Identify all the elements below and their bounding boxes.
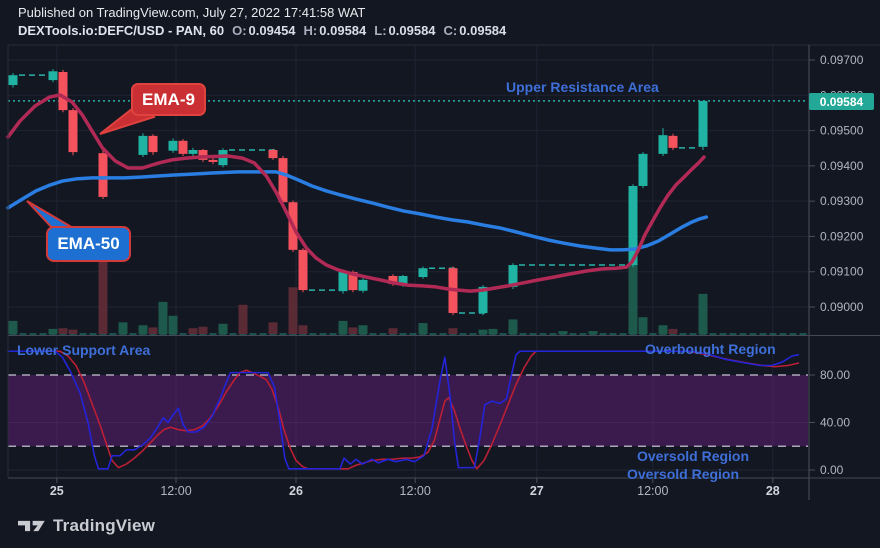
oversold-label-1[interactable]: Oversold Region [637, 448, 750, 464]
stoch-tick-label: 40.00 [820, 416, 850, 430]
symbol-title: DEXTools.io:DEFC/USD - PAN, 60 [18, 23, 225, 39]
symbol-line: DEXTools.io:DEFC/USD - PAN, 60 O: 0.09454 H… [18, 23, 506, 39]
stoch-tick-label: 80.00 [820, 368, 850, 382]
stochastic-d-line[interactable] [7, 350, 800, 470]
stoch-tick-label: 0.00 [820, 463, 844, 477]
ema9-callout[interactable]: EMA-9 [131, 83, 206, 116]
time-tick-label: 12:00 [637, 484, 668, 498]
time-tick-label: 12:00 [160, 484, 191, 498]
volume-bars [8, 261, 807, 335]
axis-labels: 0.097000.096000.095000.094000.093000.092… [50, 53, 864, 498]
overbought-label[interactable]: Overbought Region [645, 341, 776, 357]
open-label: O: [232, 23, 247, 39]
price-tick-label: 0.09200 [820, 229, 864, 243]
axis-ticks [56, 59, 815, 483]
open-value: 0.09454 [248, 23, 296, 39]
candles [8, 69, 708, 316]
low-label: L: [374, 23, 387, 39]
lower-support-label[interactable]: Lower Support Area [17, 342, 151, 358]
time-tick-label: 25 [50, 484, 64, 498]
time-tick-label: 12:00 [400, 484, 431, 498]
high-label: H: [303, 23, 318, 39]
low-value: 0.09584 [388, 23, 436, 39]
ema50-line[interactable] [6, 170, 709, 252]
published-line: Published on TradingView.com, July 27, 2… [18, 5, 366, 20]
tradingview-logo-text: TradingView [53, 516, 156, 535]
last-price-badge: 0.09584 [809, 93, 874, 110]
tradingview-logo[interactable]: TradingView [18, 516, 155, 536]
price-tick-label: 0.09100 [820, 265, 864, 279]
gridlines [8, 45, 808, 478]
price-tick-label: 0.09300 [820, 194, 864, 208]
ema50-callout[interactable]: EMA-50 [46, 226, 131, 262]
chart-header: Published on TradingView.com, July 27, 2… [18, 5, 506, 40]
time-tick-label: 27 [530, 484, 544, 498]
ema9-line[interactable] [6, 93, 706, 293]
price-tick-label: 0.09400 [820, 159, 864, 173]
time-tick-label: 26 [289, 484, 303, 498]
price-tick-label: 0.09000 [820, 300, 864, 314]
price-tick-label: 0.09700 [820, 53, 864, 67]
high-value: 0.09584 [319, 23, 367, 39]
upper-resistance-label[interactable]: Upper Resistance Area [506, 79, 659, 95]
oversold-label-2[interactable]: Oversold Region [627, 466, 740, 482]
price-level-dashes [19, 74, 697, 314]
tradingview-logo-icon [18, 520, 45, 532]
panel-borders [7, 44, 880, 500]
stochastic-band [8, 374, 808, 448]
stochastic-k-line[interactable] [7, 350, 800, 470]
close-value: 0.09584 [459, 23, 507, 39]
time-tick-label: 28 [766, 484, 780, 498]
price-tick-label: 0.09500 [820, 124, 864, 138]
close-label: C: [443, 23, 458, 39]
